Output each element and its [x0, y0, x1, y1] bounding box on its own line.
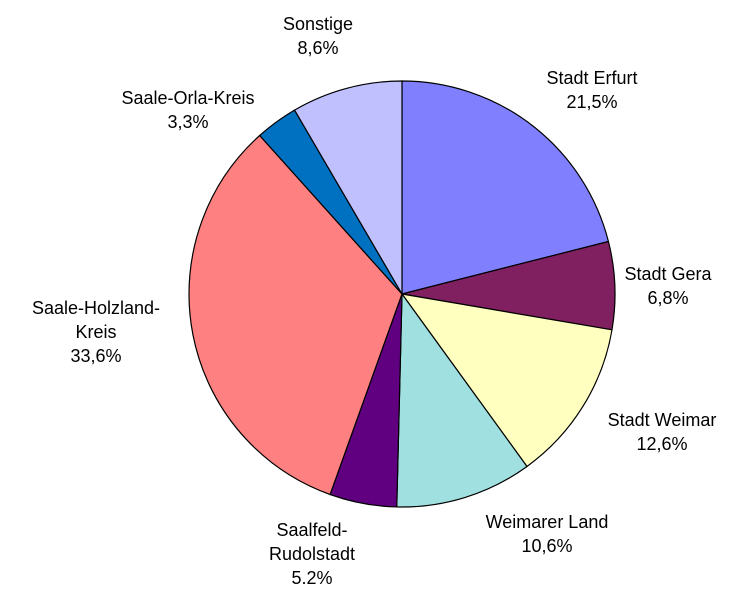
- value-label: 5.2%: [291, 568, 333, 588]
- value-label: 10,6%: [521, 536, 573, 556]
- slice-label: Saalfeld-Rudolstadt 5.2%: [252, 518, 372, 590]
- slice-label: Sonstige 8,6%: [283, 12, 353, 60]
- slice-label: Weimarer Land 10,6%: [486, 510, 609, 558]
- category-name: Stadt Gera: [624, 264, 712, 284]
- category-name: Stadt Erfurt: [546, 68, 638, 88]
- slice-label: Stadt Erfurt 21,5%: [546, 66, 637, 114]
- category-name: Stadt Weimar: [607, 410, 717, 430]
- value-label: 3,3%: [167, 112, 209, 132]
- pie-slice: [188, 134, 403, 496]
- value-label: 6,8%: [647, 288, 689, 308]
- pie-slice: [401, 80, 610, 295]
- category-name: Saalfeld-Rudolstadt: [268, 520, 356, 564]
- pie-slice: [400, 293, 613, 468]
- pie-slice: [396, 292, 528, 508]
- category-name: Saale-Holzland-Kreis: [31, 298, 161, 342]
- value-label: 21,5%: [566, 92, 618, 112]
- category-name: Sonstige: [282, 14, 354, 34]
- value-label: 8,6%: [297, 38, 339, 58]
- slice-label: Stadt Gera 6,8%: [624, 262, 711, 310]
- category-name: Weimarer Land: [485, 512, 609, 532]
- slice-label: Saale-Orla-Kreis 3,3%: [121, 86, 254, 134]
- category-name: Saale-Orla-Kreis: [121, 88, 255, 108]
- slice-label: Saale-Holzland-Kreis 33,6%: [21, 296, 171, 368]
- slice-label: Stadt Weimar 12,6%: [608, 408, 717, 456]
- value-label: 12,6%: [636, 434, 688, 454]
- value-label: 33,6%: [70, 346, 122, 366]
- pie-slice: [293, 80, 403, 297]
